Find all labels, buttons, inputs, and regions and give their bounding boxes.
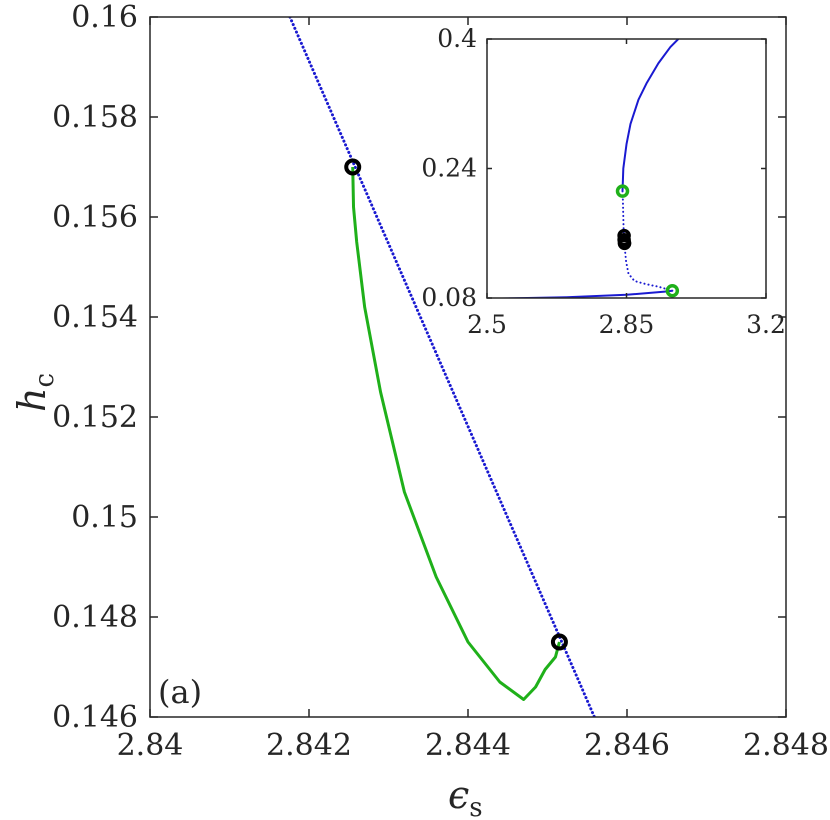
main-y-tick-label: 0.156: [52, 200, 138, 235]
inset-y-tick-label: 0.4: [437, 24, 477, 53]
inset-series-2-dotted-line: [621, 190, 674, 292]
inset-y-tick-label: 0.08: [421, 283, 477, 312]
inset-series-3-solid-line: [621, 39, 680, 192]
y-axis-title-symbol: h: [10, 388, 54, 412]
main-marker-1: [344, 158, 362, 176]
main-x-tick-label: 2.846: [584, 728, 670, 763]
x-axis-title: ϵs: [448, 773, 483, 820]
x-axis-title-subscript: s: [469, 793, 482, 820]
main-marker-2: [550, 633, 568, 651]
main-y-tick-label: 0.152: [52, 400, 138, 435]
main-series-2-solid-line: [351, 166, 561, 701]
main-y-tick-label: 0.16: [71, 0, 138, 35]
main-y-tick-label: 0.158: [52, 100, 138, 135]
inset-plot-area: [487, 39, 766, 298]
main-x-tick-label: 2.842: [266, 728, 352, 763]
inset-x-tick-label: 2.85: [599, 310, 655, 339]
inset-x-tick-label: 2.5: [467, 310, 507, 339]
inset-marker-2: [665, 283, 680, 298]
y-axis-title: hc: [10, 373, 60, 412]
main-series-1-dotted-line: [288, 17, 596, 717]
inset-marker-6: [617, 236, 632, 251]
inset-marker-1: [615, 184, 630, 198]
main-y-tick-label: 0.154: [52, 300, 138, 335]
main-y-tick-label: 0.146: [52, 700, 138, 735]
main-x-tick-label: 2.844: [425, 728, 511, 763]
inset-y-tick-label: 0.24: [421, 154, 477, 183]
main-y-tick-label: 0.15: [71, 500, 138, 535]
inset-x-tick-label: 3.2: [746, 310, 786, 339]
panel-label: (a): [158, 673, 202, 711]
main-x-tick-label: 2.848: [743, 728, 829, 763]
y-axis-title-subscript: c: [30, 373, 60, 388]
main-y-tick-label: 0.148: [52, 600, 138, 635]
inset-plot: 2.5 2.85 3.2 0.08 0.24 0.4: [421, 24, 786, 339]
x-axis-title-symbol: ϵ: [448, 773, 469, 817]
main-x-tick-label: 2.84: [117, 728, 184, 763]
